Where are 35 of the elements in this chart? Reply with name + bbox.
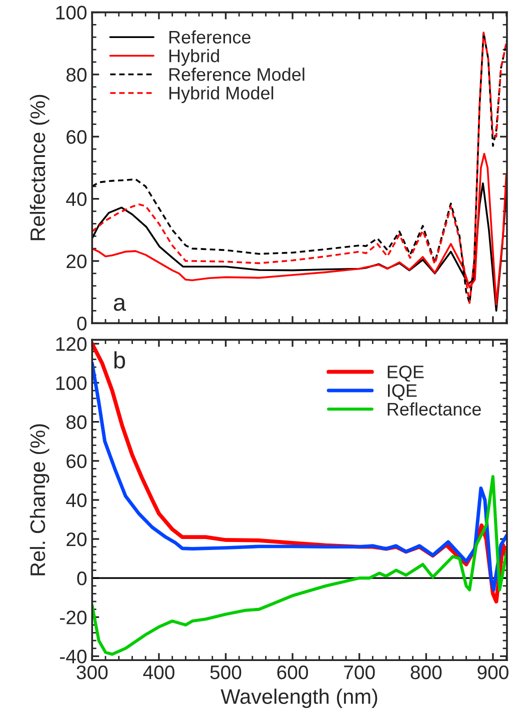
- x-tick-label: 600: [277, 665, 308, 680]
- legend-label: IQE: [388, 384, 417, 400]
- x-axis-title: Wavelength (nm): [220, 688, 378, 708]
- y-tick-label: 0: [77, 572, 87, 586]
- y-tick-label: 40: [66, 493, 87, 508]
- y-axis-title: Relfectance (%): [30, 94, 50, 240]
- y-tick-label: 120: [56, 337, 87, 351]
- y-tick-label: 80: [66, 415, 87, 430]
- legend-label: Hybrid: [169, 48, 219, 66]
- x-tick-label: 800: [410, 665, 442, 680]
- annotation: b: [114, 351, 126, 369]
- legend-label: Reference Model: [169, 68, 304, 81]
- annotation: a: [114, 298, 126, 311]
- y-tick-label: 60: [66, 454, 87, 468]
- y-tick-label: 80: [66, 68, 87, 82]
- x-tick-label: 500: [210, 665, 242, 680]
- legend-label: Reflectance: [388, 402, 481, 416]
- line-series: [92, 474, 507, 656]
- y-tick-label: 40: [66, 192, 87, 206]
- x-tick-label: 700: [344, 665, 375, 680]
- y-tick-label: 100: [56, 6, 87, 20]
- y-tick-label: 20: [66, 532, 87, 546]
- y-tick-label: -20: [60, 610, 87, 624]
- y-tick-label: 0: [77, 316, 87, 330]
- y-tick-label: -40: [60, 650, 87, 664]
- y-tick-label: 60: [66, 130, 87, 144]
- x-tick-label: 900: [478, 665, 508, 680]
- x-tick-label: 400: [143, 665, 174, 680]
- y-tick-label: 100: [56, 376, 87, 390]
- legend-label: Reference: [169, 30, 250, 44]
- legend-label: EQE: [388, 366, 424, 382]
- x-tick-label: 300: [76, 665, 108, 680]
- y-axis-title: Rel. Change (%): [30, 424, 50, 576]
- y-tick-label: 20: [66, 254, 87, 268]
- legend-label: Hybrid Model: [169, 86, 274, 104]
